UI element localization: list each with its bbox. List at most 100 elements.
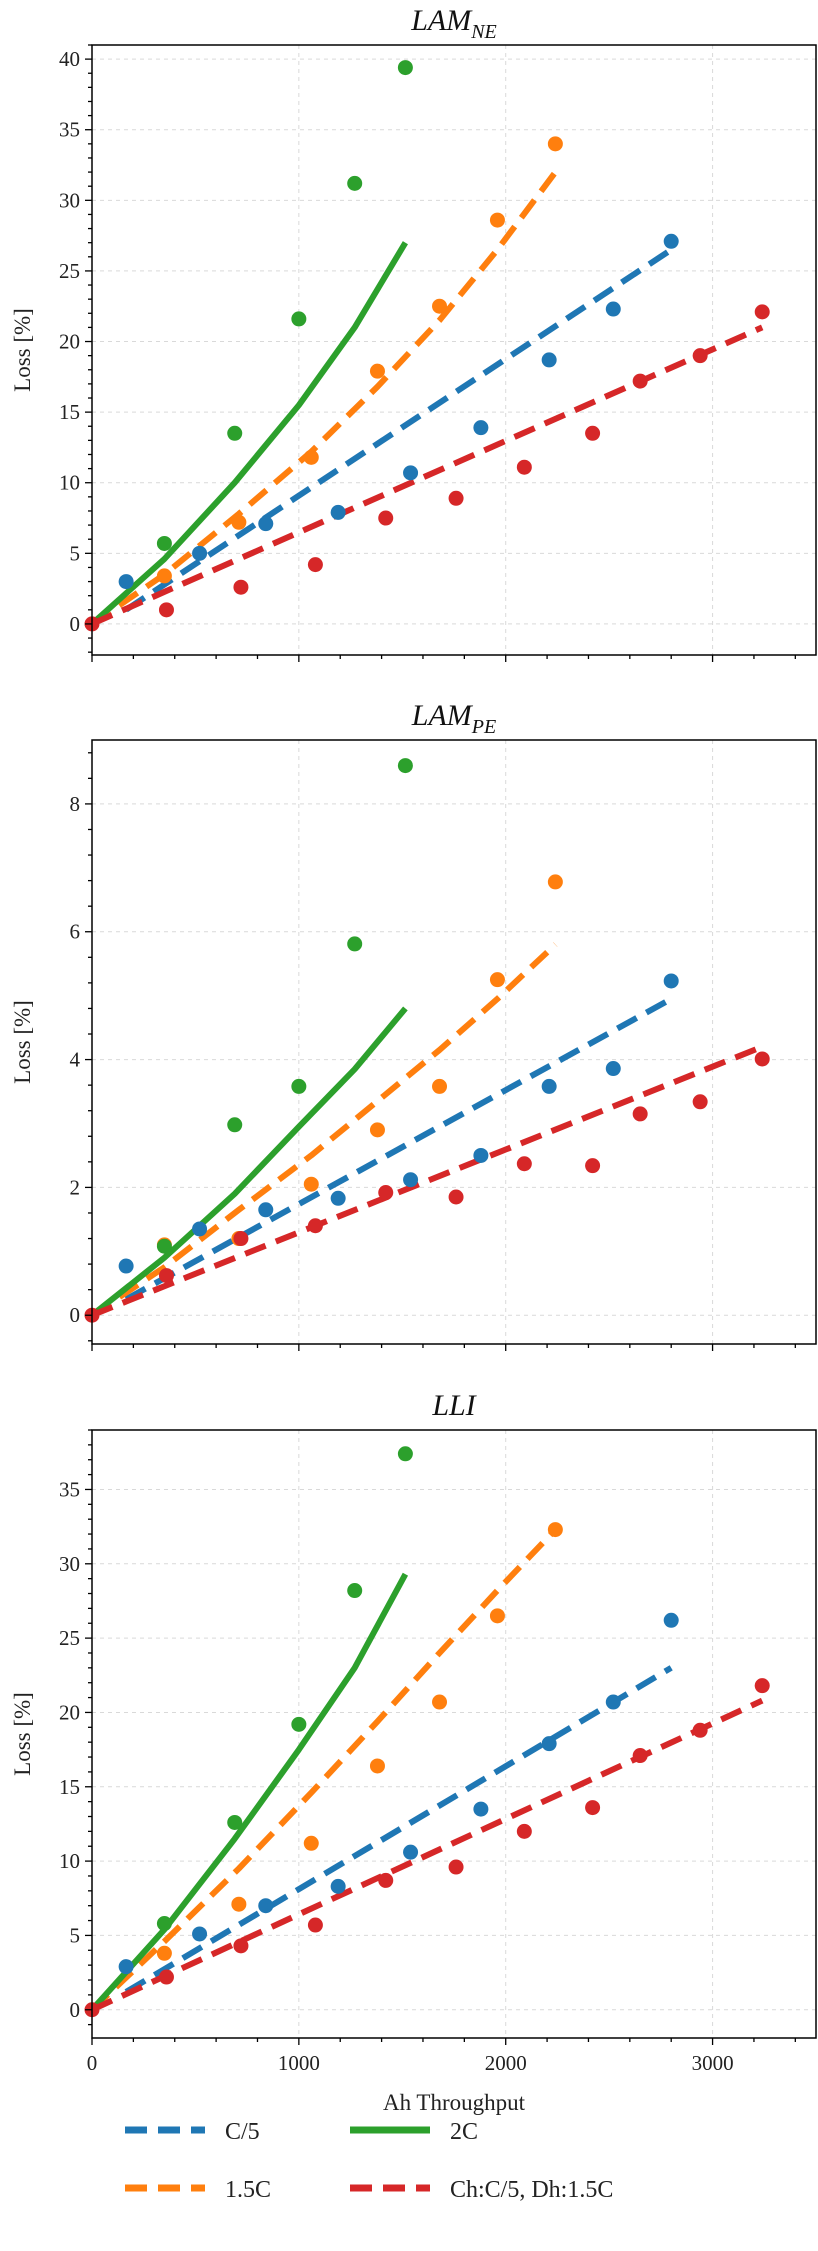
data-point — [303, 1176, 319, 1192]
data-point — [158, 1969, 174, 1985]
legend-item: C/5 — [125, 2119, 260, 2145]
data-point — [403, 465, 419, 481]
x-tick-label: 2000 — [485, 2051, 527, 2075]
data-point — [258, 516, 274, 532]
data-point — [347, 936, 363, 952]
data-point — [231, 1896, 247, 1912]
data-point — [192, 545, 208, 561]
y-tick-label: 35 — [59, 118, 80, 142]
data-point — [585, 1800, 601, 1816]
data-point — [118, 1959, 134, 1975]
axes-frame — [91, 739, 817, 1345]
data-point — [227, 1117, 243, 1133]
data-point — [489, 1608, 505, 1624]
fit-line-1 — [124, 1665, 673, 1995]
fit-line-4 — [90, 1044, 764, 1318]
y-tick-label: 5 — [70, 1923, 81, 1947]
data-point — [473, 1147, 489, 1163]
y-tick-label: 10 — [59, 1849, 80, 1873]
data-point — [291, 311, 307, 327]
y-tick-label: 0 — [70, 1303, 81, 1327]
fit-line-3 — [89, 241, 408, 627]
data-point — [307, 1218, 323, 1234]
fit-line-2 — [90, 942, 558, 1318]
data-point — [585, 1158, 601, 1174]
fit-line-2 — [89, 1527, 558, 2012]
panel-title: LLI — [431, 1389, 477, 1422]
data-point — [516, 1823, 532, 1839]
fit-line-3 — [89, 1572, 409, 2012]
data-point — [307, 1917, 323, 1933]
y-axis-label: Loss [%] — [10, 1692, 35, 1776]
data-point — [663, 973, 679, 989]
fit-line-3 — [90, 1006, 408, 1318]
data-point — [605, 1694, 621, 1710]
axes-frame — [91, 1429, 817, 2039]
panel-3: 0 5 10 15 20 25 30 35 0 1000 2000 3000 Loss [%] Ah Th… — [10, 1389, 817, 2115]
data-point — [432, 1078, 448, 1094]
y-tick-label: 10 — [59, 471, 80, 495]
axes-frame — [91, 44, 817, 656]
data-point — [448, 490, 464, 506]
legend-label: C/5 — [225, 2119, 260, 2145]
legend-label: 2C — [450, 2119, 478, 2145]
legend: C/5 2C 1.5C Ch:C/5, Dh:1.5C — [125, 2119, 613, 2203]
data-point — [330, 1878, 346, 1894]
data-point — [369, 363, 385, 379]
data-point — [231, 514, 247, 530]
data-point — [605, 1061, 621, 1077]
data-point — [397, 758, 413, 774]
data-point — [378, 510, 394, 526]
y-tick-label: 40 — [59, 47, 80, 71]
y-tick-label: 6 — [70, 920, 81, 944]
data-point — [369, 1122, 385, 1138]
y-tick-label: 35 — [59, 1477, 80, 1501]
y-tick-label: 20 — [59, 330, 80, 354]
data-point — [192, 1926, 208, 1942]
y-tick-label: 2 — [70, 1175, 81, 1199]
data-point — [754, 1678, 770, 1694]
data-point — [347, 175, 363, 191]
y-tick-label: 25 — [59, 1626, 80, 1650]
data-point — [156, 1945, 172, 1961]
data-point — [448, 1189, 464, 1205]
fit-line-1 — [124, 996, 673, 1302]
data-point — [754, 304, 770, 320]
data-point — [397, 60, 413, 76]
data-point — [632, 373, 648, 389]
data-point — [585, 425, 601, 441]
y-tick-label: 30 — [59, 188, 80, 212]
data-point — [233, 1231, 249, 1247]
data-point — [489, 212, 505, 228]
legend-label: 1.5C — [225, 2177, 271, 2203]
data-point — [489, 972, 505, 988]
data-point — [473, 1801, 489, 1817]
x-tick-label: 3000 — [692, 2051, 734, 2075]
data-point — [303, 449, 319, 465]
x-axis-label: Ah Throughput — [383, 2090, 526, 2115]
data-point — [473, 420, 489, 436]
data-point — [516, 1156, 532, 1172]
data-point — [227, 425, 243, 441]
fit-line-4 — [90, 1697, 764, 2013]
y-axis-label: Loss [%] — [10, 1000, 35, 1084]
legend-label: Ch:C/5, Dh:1.5C — [450, 2177, 613, 2203]
y-tick-label: 20 — [59, 1700, 80, 1724]
x-tick-label: 0 — [87, 2051, 98, 2075]
data-point — [156, 568, 172, 584]
data-point — [307, 557, 323, 573]
data-point — [227, 1814, 243, 1830]
data-point — [692, 1094, 708, 1110]
data-point — [118, 1258, 134, 1274]
data-point — [156, 535, 172, 551]
data-point — [541, 1736, 557, 1752]
data-point — [632, 1106, 648, 1122]
data-point — [258, 1898, 274, 1914]
fit-line-4 — [90, 324, 764, 627]
data-point — [403, 1844, 419, 1860]
fit-line-1 — [124, 247, 673, 613]
data-point — [432, 1694, 448, 1710]
data-point — [258, 1202, 274, 1218]
data-point — [448, 1859, 464, 1875]
data-point — [547, 136, 563, 152]
